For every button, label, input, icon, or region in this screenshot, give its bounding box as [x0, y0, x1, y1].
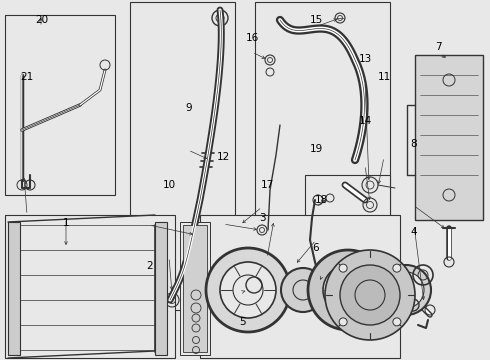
Text: 14: 14: [358, 116, 372, 126]
Circle shape: [393, 318, 401, 326]
Bar: [183, 225, 207, 352]
Circle shape: [340, 265, 400, 325]
Circle shape: [393, 264, 401, 272]
Circle shape: [281, 268, 325, 312]
Text: 21: 21: [20, 72, 34, 82]
Bar: [415, 55, 483, 220]
Text: 17: 17: [260, 180, 274, 190]
Text: 2: 2: [146, 261, 153, 271]
Bar: [130, 2, 235, 310]
Text: 19: 19: [309, 144, 323, 154]
Bar: [255, 2, 390, 245]
Bar: [200, 215, 400, 358]
Circle shape: [220, 262, 276, 318]
Text: 8: 8: [411, 139, 417, 149]
Text: 11: 11: [378, 72, 392, 82]
Text: 3: 3: [259, 213, 266, 223]
Bar: [5, 215, 175, 358]
Text: 18: 18: [314, 195, 328, 205]
Circle shape: [339, 318, 347, 326]
Text: 20: 20: [35, 15, 48, 25]
Text: 6: 6: [313, 243, 319, 253]
Bar: [305, 175, 390, 295]
Text: 12: 12: [216, 152, 230, 162]
Bar: [155, 222, 167, 355]
Text: 7: 7: [435, 42, 442, 52]
Circle shape: [388, 272, 424, 308]
Bar: [180, 222, 210, 355]
Text: 9: 9: [185, 103, 192, 113]
Text: 5: 5: [239, 317, 246, 327]
Text: 16: 16: [245, 33, 259, 43]
Bar: [8, 222, 20, 355]
Text: 10: 10: [163, 180, 175, 190]
Circle shape: [381, 265, 431, 315]
Circle shape: [325, 250, 415, 340]
Circle shape: [206, 248, 290, 332]
Circle shape: [339, 264, 347, 272]
Bar: [5, 15, 115, 195]
Text: 1: 1: [63, 218, 70, 228]
Text: 4: 4: [411, 227, 417, 237]
Circle shape: [323, 265, 373, 315]
Text: 13: 13: [358, 54, 372, 64]
Circle shape: [308, 250, 388, 330]
Text: 15: 15: [309, 15, 323, 25]
